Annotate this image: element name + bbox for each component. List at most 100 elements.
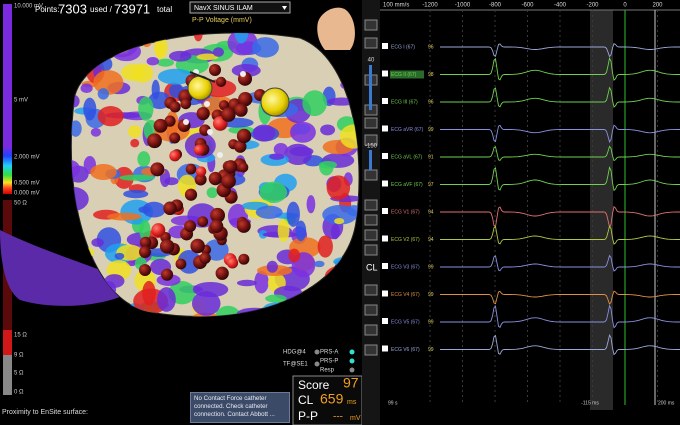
status-dot — [349, 358, 355, 364]
voltage-color-bar — [3, 4, 12, 194]
tool-button[interactable] — [364, 344, 378, 356]
point-sphere — [221, 173, 236, 189]
map-patch — [339, 124, 360, 149]
channel-checkbox[interactable] — [382, 263, 388, 269]
cl-button[interactable]: CL — [366, 262, 378, 272]
tool-button[interactable] — [364, 244, 378, 256]
channel-value: 94 — [428, 209, 434, 215]
impedance-bar-low — [3, 355, 12, 395]
point-sphere — [195, 166, 207, 177]
map-patch — [156, 58, 175, 67]
torso-icon — [317, 7, 355, 50]
map-patch — [273, 143, 289, 156]
point-sphere — [159, 239, 175, 254]
channel-value: 98 — [428, 72, 434, 78]
tool-button[interactable] — [364, 284, 378, 296]
point-sphere — [238, 162, 249, 173]
channel-value: 99 — [428, 347, 434, 353]
tag-sphere — [260, 87, 290, 117]
map-patch — [334, 218, 345, 225]
status-indicator: PRS-P — [320, 359, 338, 365]
map-patch — [138, 96, 154, 121]
map-patch — [236, 279, 257, 287]
tool-button[interactable] — [364, 19, 378, 31]
ecg-footer-label: 200 ms — [658, 400, 675, 406]
map-patch — [231, 64, 261, 78]
ecg-trace — [440, 205, 680, 229]
tool-button[interactable] — [364, 324, 378, 336]
map-patch — [130, 138, 140, 148]
tool-button[interactable] — [364, 229, 378, 241]
time-tick-label: -1000 — [455, 3, 471, 9]
channel-checkbox[interactable] — [382, 290, 388, 297]
tool-button[interactable] — [364, 304, 378, 316]
pp-value: --- — [333, 412, 343, 423]
map-patch — [93, 70, 124, 95]
tool-button[interactable] — [364, 117, 378, 129]
point-sphere — [221, 107, 236, 122]
zoom-value: 40 — [368, 58, 375, 64]
point-sphere — [139, 246, 151, 258]
voltage-scale-label: 2.000 mV — [14, 155, 40, 161]
point-sphere — [210, 207, 226, 223]
map-patch — [196, 53, 219, 61]
channel-checkbox[interactable] — [382, 98, 388, 104]
tool-button[interactable] — [364, 134, 378, 146]
used-label: used / — [90, 5, 113, 14]
lesion-points — [139, 64, 290, 281]
point-sphere — [184, 188, 198, 201]
map-patch — [97, 106, 124, 127]
map-dropdown[interactable] — [189, 1, 291, 14]
channel-name: ECG V6 (67) — [391, 347, 420, 353]
channel-name: ECG aVR (67) — [391, 127, 424, 133]
map-patch — [259, 181, 288, 204]
channel-checkbox[interactable] — [382, 70, 388, 77]
map-patch — [295, 220, 307, 242]
map-patch — [320, 124, 336, 136]
channel-checkbox[interactable] — [382, 153, 388, 159]
tool-button[interactable] — [364, 214, 378, 226]
status-indicator: PRS-A — [320, 350, 338, 356]
channel-checkbox[interactable] — [382, 208, 388, 214]
channel-checkbox[interactable] — [382, 125, 388, 132]
point-sphere — [151, 223, 166, 238]
status-indicator: HDG@4 — [283, 350, 306, 356]
channel-name: ECG V2 (67) — [391, 237, 420, 243]
map-patch — [191, 291, 221, 316]
catheter-shaft — [189, 71, 216, 83]
ecg-trace — [440, 124, 680, 143]
tool-button[interactable] — [364, 199, 378, 211]
pp-unit: mV — [350, 415, 361, 422]
channel-checkbox[interactable] — [382, 180, 388, 187]
dropdown-arrow — [282, 6, 287, 10]
channel-name: ECG aVL (67) — [391, 154, 423, 160]
channel-checkbox[interactable] — [382, 318, 388, 324]
tool-button[interactable] — [364, 37, 378, 49]
channel-checkbox[interactable] — [382, 235, 388, 242]
channel-checkbox[interactable] — [382, 345, 388, 352]
channel-name: ECG V1 (67) — [391, 209, 420, 215]
point-sphere — [238, 91, 253, 107]
map-patch — [318, 161, 338, 169]
map-patch — [266, 260, 278, 273]
map-patch — [331, 223, 340, 240]
channel-checkbox[interactable] — [382, 43, 388, 49]
map-patch — [251, 37, 279, 58]
map-patch — [123, 189, 149, 199]
ecg-trace — [440, 56, 680, 81]
map-name: NavX SINUS ILAM — [194, 5, 253, 12]
point-sphere — [208, 171, 222, 186]
map-patch — [289, 146, 314, 157]
zoom-slider[interactable] — [369, 65, 372, 110]
tool-button[interactable] — [364, 169, 378, 181]
channel-value: 91 — [428, 154, 434, 160]
map-patch — [127, 125, 142, 138]
time-tick-label: 0 — [623, 3, 627, 9]
offset-slider[interactable] — [369, 150, 372, 170]
pp-label: P-P — [298, 409, 318, 423]
ecg-trace — [440, 165, 680, 192]
ecg-trace — [440, 43, 680, 58]
point-sphere — [190, 238, 205, 254]
impedance-scale-label: 15 Ω — [14, 333, 27, 339]
